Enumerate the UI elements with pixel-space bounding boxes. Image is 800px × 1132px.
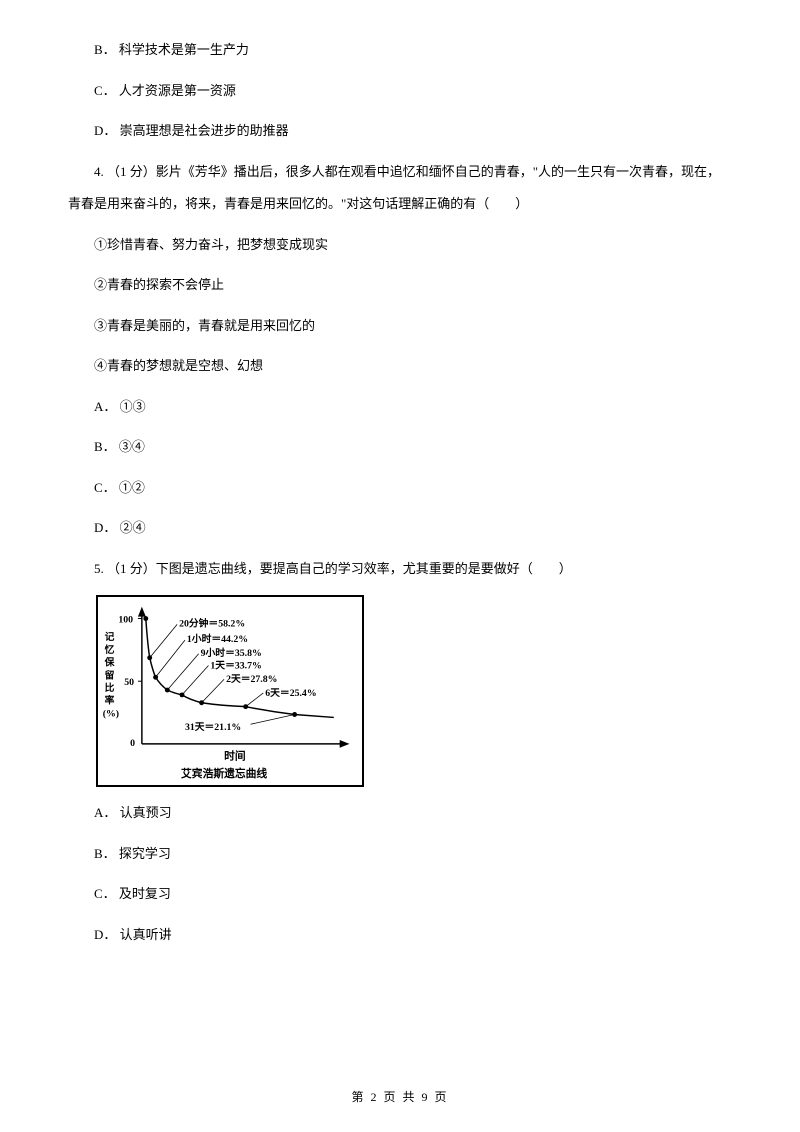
q4-option-b: B． ③④: [68, 431, 732, 464]
chart-label-6: 6天＝25.4%: [265, 687, 316, 699]
q5-option-a: A． 认真预习: [68, 797, 732, 830]
chart-ylabel-7: (%): [103, 708, 119, 719]
chart-label-7: 31天＝21.1%: [185, 721, 241, 733]
chart-xlabel: 时间: [224, 750, 246, 763]
q5-option-b: B． 探究学习: [68, 838, 732, 871]
chart-y50: 50: [124, 677, 134, 688]
chart-ylabel-4: 留: [105, 668, 115, 681]
chart-ylabel-2: 忆: [105, 643, 115, 656]
chart-label-3: 9小时＝35.8%: [201, 646, 262, 659]
chart-ylabel-6: 率: [105, 694, 115, 707]
q5-stem: 5. （1 分）下图是遗忘曲线，要提高自己的学习效率，尤其重要的是要做好（ ）: [68, 553, 732, 586]
chart-title: 艾宾浩斯遗忘曲线: [181, 767, 267, 780]
chart-label-5: 2天＝27.8%: [226, 673, 277, 685]
chart-y0: 0: [130, 738, 135, 749]
q3-option-b: B． 科学技术是第一生产力: [68, 34, 732, 67]
chart-ylabel-5: 比: [105, 681, 115, 694]
q5-option-c: C． 及时复习: [68, 878, 732, 911]
chart-ylabel-3: 保: [104, 656, 115, 669]
q4-option-c: C． ①②: [68, 472, 732, 505]
q4-opt1: ①珍惜青春、努力奋斗，把梦想变成现实: [68, 229, 732, 262]
chart-y100: 100: [118, 614, 133, 625]
q4-opt4: ④青春的梦想就是空想、幻想: [68, 350, 732, 383]
forgetting-curve-chart: 100 50 0 记 忆 保 留 比 率 (%) 20分钟＝: [96, 595, 364, 787]
q3-option-c: C． 人才资源是第一资源: [68, 75, 732, 108]
q3-option-d: D． 崇高理想是社会进步的助推器: [68, 115, 732, 148]
chart-ylabel-1: 记: [105, 631, 115, 643]
chart-label-4: 1天＝33.7%: [210, 659, 261, 671]
chart-label-1: 20分钟＝58.2%: [179, 616, 245, 629]
q4-opt3: ③青春是美丽的，青春就是用来回忆的: [68, 310, 732, 343]
q5-option-d: D． 认真听讲: [68, 919, 732, 952]
q4-opt2: ②青春的探索不会停止: [68, 269, 732, 302]
q4-option-d: D． ②④: [68, 512, 732, 545]
chart-label-2: 1小时＝44.2%: [187, 632, 248, 645]
chart-svg: 100 50 0 记 忆 保 留 比 率 (%) 20分钟＝: [98, 597, 362, 785]
q4-stem: 4. （1 分）影片《芳华》播出后，很多人都在观看中追忆和缅怀自己的青春，"人的…: [68, 156, 732, 221]
page-footer: 第 2 页 共 9 页: [0, 1082, 800, 1112]
q4-option-a: A． ①③: [68, 391, 732, 424]
